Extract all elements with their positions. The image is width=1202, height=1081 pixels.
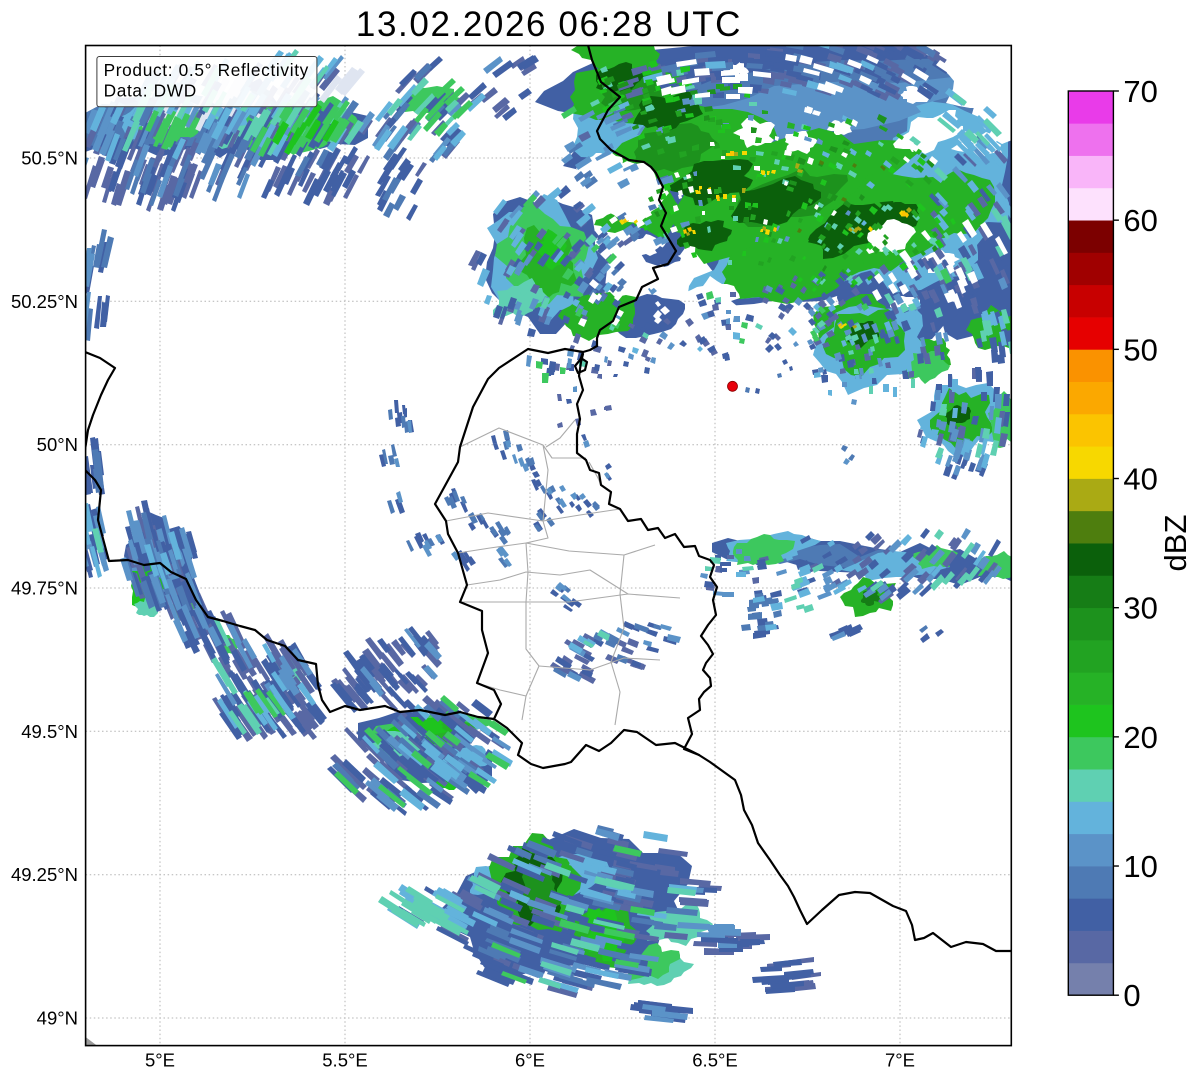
svg-text:7°E: 7°E [885,1050,915,1071]
svg-text:Data: DWD: Data: DWD [104,81,197,101]
svg-text:50.25°N: 50.25°N [11,291,78,312]
svg-text:50: 50 [1123,332,1157,367]
svg-text:49.5°N: 49.5°N [21,721,78,742]
svg-text:50.5°N: 50.5°N [21,148,78,169]
svg-text:30: 30 [1123,591,1157,626]
svg-text:49°N: 49°N [37,1008,78,1029]
svg-text:5.5°E: 5.5°E [322,1050,367,1071]
svg-text:49.25°N: 49.25°N [11,864,78,885]
svg-text:6.5°E: 6.5°E [692,1050,737,1071]
svg-text:6°E: 6°E [515,1050,545,1071]
svg-text:40: 40 [1123,462,1157,497]
svg-text:70: 70 [1123,74,1157,109]
svg-text:dBZ: dBZ [1158,515,1193,572]
svg-text:20: 20 [1123,720,1157,755]
svg-text:5°E: 5°E [145,1050,175,1071]
svg-text:60: 60 [1123,203,1157,238]
svg-text:0: 0 [1123,978,1140,1013]
svg-text:49.75°N: 49.75°N [11,578,78,599]
svg-text:10: 10 [1123,849,1157,884]
svg-text:Product: 0.5° Reflectivity: Product: 0.5° Reflectivity [104,60,309,80]
svg-text:50°N: 50°N [37,434,78,455]
svg-text:13.02.2026 06:28 UTC: 13.02.2026 06:28 UTC [356,5,742,44]
